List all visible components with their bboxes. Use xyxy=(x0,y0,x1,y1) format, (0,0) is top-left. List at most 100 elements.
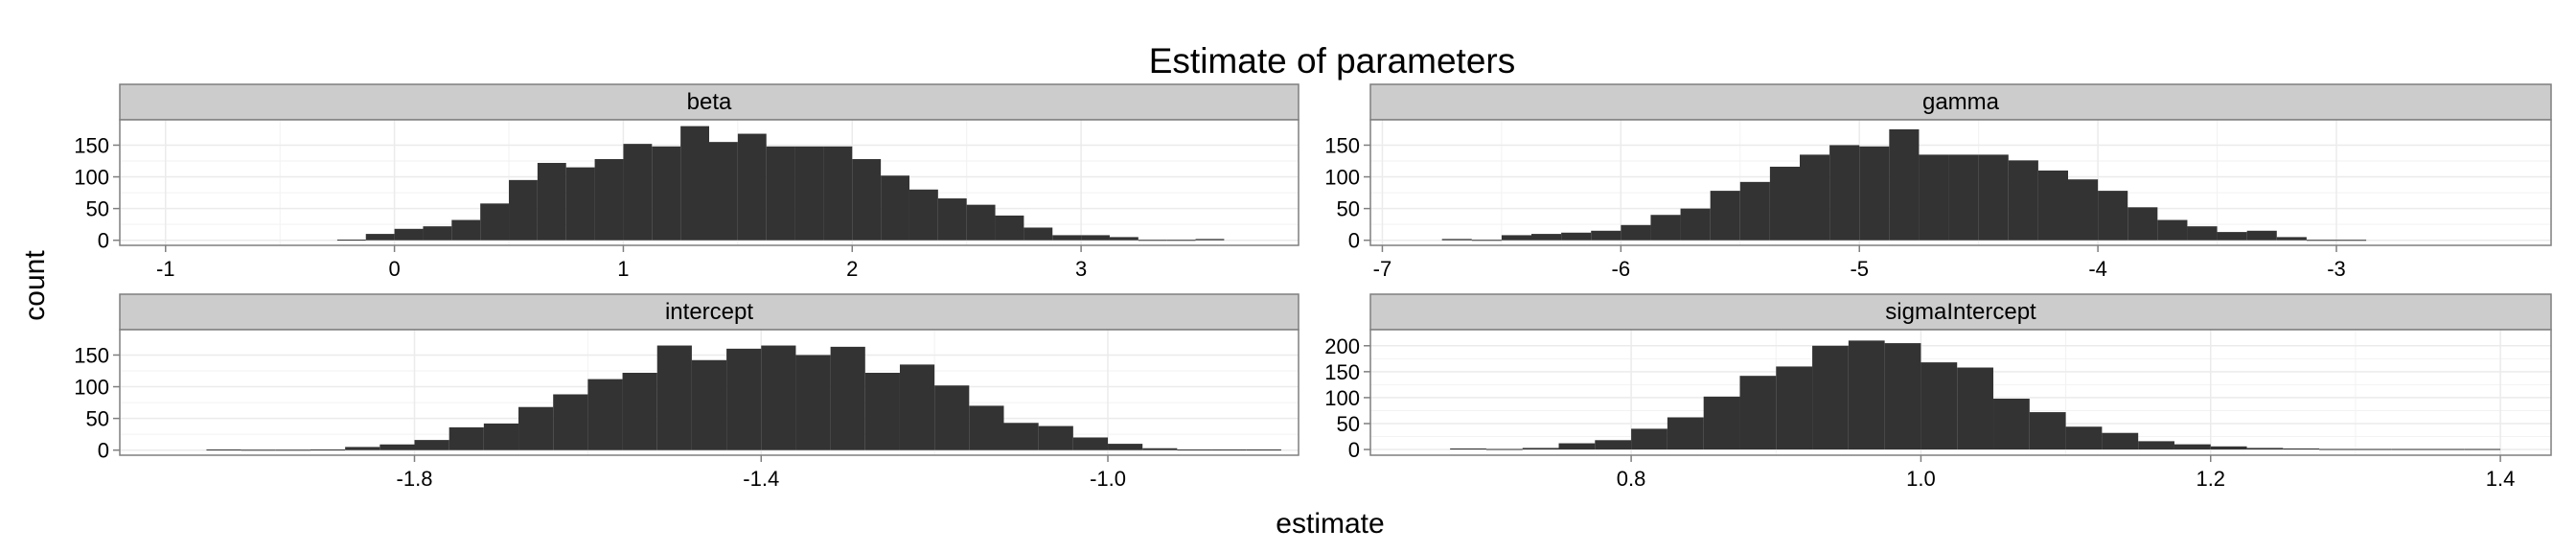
facet-label-intercept: intercept xyxy=(665,299,753,325)
histogram-bar xyxy=(794,146,824,241)
y-tick-label: 50 xyxy=(86,197,109,221)
y-tick-label: 150 xyxy=(74,133,109,157)
histogram-bar xyxy=(709,142,738,241)
histogram-bar xyxy=(2427,448,2465,450)
x-tick-label: -4 xyxy=(2088,257,2107,281)
y-tick-label: 50 xyxy=(86,407,109,431)
histogram-bar xyxy=(2391,448,2428,450)
histogram-bar xyxy=(1848,340,1885,450)
histogram-bar xyxy=(2246,230,2277,241)
histogram-bar xyxy=(966,204,996,241)
histogram-bar xyxy=(1920,362,1958,450)
histogram-bar xyxy=(1993,398,2030,450)
histogram-bar xyxy=(1558,443,1596,450)
histogram-bar xyxy=(553,394,588,450)
y-axis-label: count xyxy=(19,250,51,321)
x-tick-label: -7 xyxy=(1373,257,1392,281)
x-tick-label: 2 xyxy=(846,257,858,281)
histogram-bar xyxy=(881,175,909,241)
histogram-bar xyxy=(1829,145,1860,241)
histogram-bar xyxy=(691,359,727,450)
facet-strip-intercept xyxy=(119,293,1300,331)
histogram-bar xyxy=(1680,208,1711,241)
histogram-bar xyxy=(623,144,653,241)
y-tick-label: 100 xyxy=(1324,166,1360,190)
histogram-bar xyxy=(1776,366,1813,450)
histogram-bar xyxy=(1501,235,1531,241)
panel-border-intercept xyxy=(119,329,1300,456)
histogram-bar xyxy=(761,345,796,450)
histogram-bar xyxy=(1978,154,2009,241)
histogram-bar xyxy=(1211,449,1247,451)
histogram-bar xyxy=(518,406,554,450)
histogram-bar xyxy=(1650,215,1681,241)
x-tick-label: -1.4 xyxy=(743,467,779,491)
histogram-bar xyxy=(1038,426,1073,450)
histogram-bar xyxy=(1859,146,1890,241)
histogram-bar xyxy=(480,203,510,241)
histogram-bar xyxy=(394,228,424,241)
facet-label-gamma: gamma xyxy=(1922,89,2000,115)
histogram-bar xyxy=(380,444,415,450)
histogram-bar xyxy=(852,159,882,241)
histogram-bar xyxy=(1441,239,1472,241)
histogram-bar xyxy=(1703,396,1740,450)
histogram-bar xyxy=(795,355,831,450)
panel-border-beta xyxy=(119,119,1300,246)
facet-label-beta: beta xyxy=(687,89,732,115)
x-tick-label: -3 xyxy=(2327,257,2346,281)
histogram-bar xyxy=(622,372,657,450)
histogram-bar xyxy=(206,449,242,451)
y-tick-label: 150 xyxy=(1324,360,1360,384)
histogram-bar xyxy=(1667,417,1704,450)
histogram-bar xyxy=(2283,448,2320,450)
x-tick-label: 1.2 xyxy=(2196,467,2225,491)
x-tick-label: 0 xyxy=(388,257,400,281)
facet-label-sigmaIntercept: sigmaIntercept xyxy=(1885,299,2036,325)
histogram-bar xyxy=(587,379,623,450)
y-tick-label: 100 xyxy=(74,166,109,190)
histogram-bar xyxy=(1595,440,1632,450)
histogram-bar xyxy=(937,198,967,241)
histogram-bar xyxy=(1003,423,1039,450)
y-tick-label: 0 xyxy=(1348,438,1360,462)
histogram-bar xyxy=(565,167,595,241)
histogram-bar xyxy=(995,215,1024,241)
histogram-bar xyxy=(483,423,519,450)
facet-strip-sigmaIntercept xyxy=(1369,293,2552,331)
x-tick-label: 1 xyxy=(617,257,629,281)
histogram-bar xyxy=(2065,426,2103,450)
x-tick-label: 0.8 xyxy=(1617,467,1646,491)
x-axis-label: estimate xyxy=(1276,508,1384,540)
histogram-bar xyxy=(1800,154,1830,241)
y-tick-label: 200 xyxy=(1324,334,1360,358)
histogram-bar xyxy=(310,449,346,451)
x-tick-label: -1.0 xyxy=(1090,467,1126,491)
histogram-bar xyxy=(1739,376,1777,450)
histogram-bar xyxy=(1561,232,1592,241)
histogram-bar xyxy=(737,133,767,241)
histogram-bar xyxy=(345,447,380,450)
histogram-bar xyxy=(1769,166,1800,241)
chart-title: Estimate of parameters xyxy=(1149,41,1515,80)
histogram-bar xyxy=(899,364,935,450)
histogram-bar xyxy=(823,146,853,241)
histogram-bar xyxy=(680,126,709,241)
histogram-bar xyxy=(2068,179,2099,241)
histogram-bar xyxy=(2098,191,2128,241)
x-tick-label: 1.4 xyxy=(2486,467,2516,491)
x-tick-label: -1.8 xyxy=(397,467,433,491)
histogram-bar xyxy=(656,345,692,450)
x-tick-label: 1.0 xyxy=(1906,467,1936,491)
histogram-bar xyxy=(448,426,484,450)
histogram-bar xyxy=(766,146,795,241)
histogram-bar xyxy=(2187,226,2218,241)
histogram-bar xyxy=(414,440,449,450)
histogram-bar xyxy=(537,162,566,241)
y-tick-label: 100 xyxy=(74,376,109,400)
facet-strip-gamma xyxy=(1369,83,2552,121)
histogram-bar xyxy=(2037,170,2068,241)
histogram-bar xyxy=(1631,428,1668,450)
histogram-bar xyxy=(1957,367,1994,450)
panel-border-gamma xyxy=(1369,119,2552,246)
